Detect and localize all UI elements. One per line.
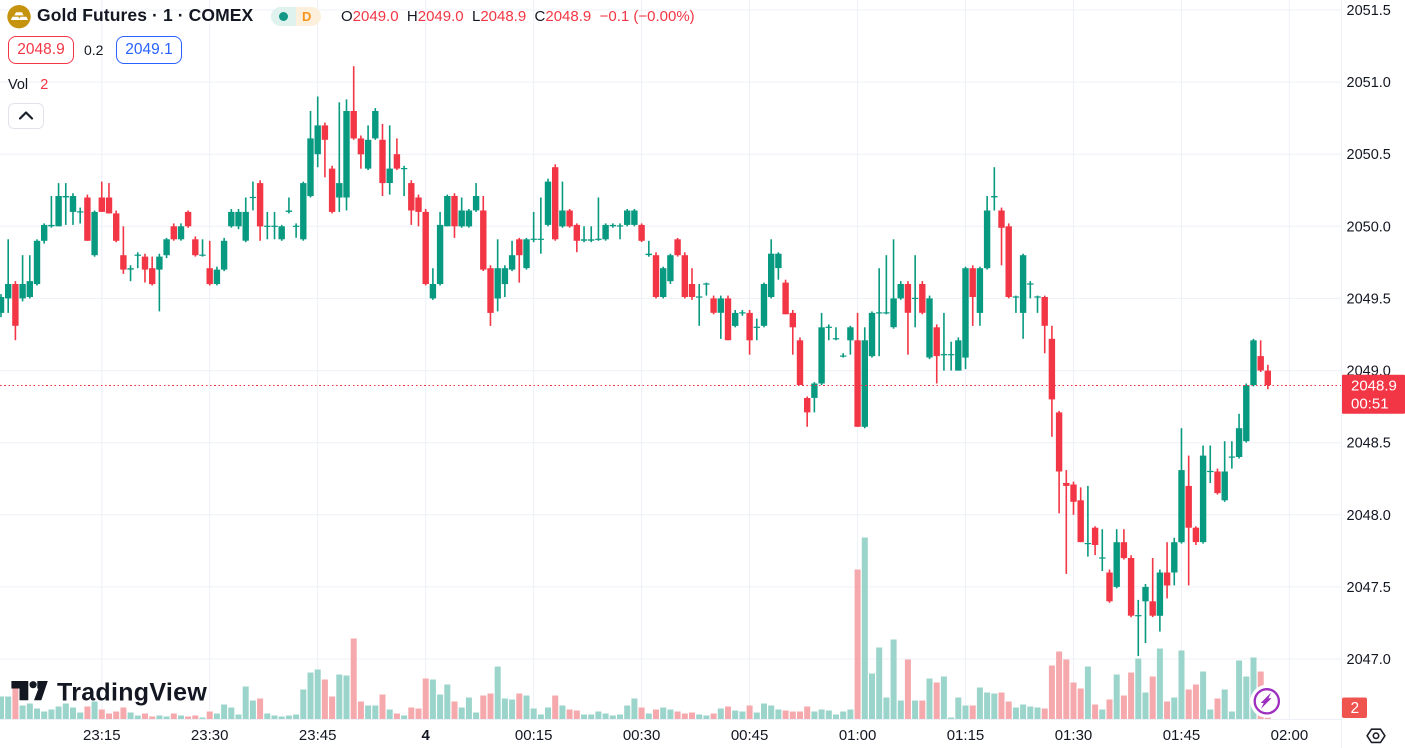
svg-text:2047.5: 2047.5 xyxy=(1347,580,1391,596)
svg-text:2051.0: 2051.0 xyxy=(1347,75,1391,91)
svg-text:01:00: 01:00 xyxy=(839,727,877,744)
svg-text:00:30: 00:30 xyxy=(623,727,661,744)
svg-text:23:15: 23:15 xyxy=(83,727,121,744)
svg-text:2048.9: 2048.9 xyxy=(1351,377,1397,394)
svg-text:23:30: 23:30 xyxy=(191,727,229,744)
svg-text:2047.0: 2047.0 xyxy=(1347,652,1391,668)
svg-text:2051.5: 2051.5 xyxy=(1347,3,1391,19)
svg-text:2049.5: 2049.5 xyxy=(1347,291,1391,307)
svg-text:4: 4 xyxy=(422,727,431,744)
svg-text:01:45: 01:45 xyxy=(1163,727,1201,744)
svg-text:01:15: 01:15 xyxy=(947,727,985,744)
svg-text:00:45: 00:45 xyxy=(731,727,769,744)
svg-text:TradingView: TradingView xyxy=(57,679,207,707)
svg-text:2048.5: 2048.5 xyxy=(1347,436,1391,452)
svg-text:00:15: 00:15 xyxy=(515,727,553,744)
svg-text:2048.0: 2048.0 xyxy=(1347,508,1391,524)
svg-text:00:51: 00:51 xyxy=(1351,396,1389,413)
svg-text:2: 2 xyxy=(1351,700,1360,717)
svg-text:01:30: 01:30 xyxy=(1055,727,1093,744)
svg-text:2050.5: 2050.5 xyxy=(1347,147,1391,163)
svg-text:23:45: 23:45 xyxy=(299,727,337,744)
svg-text:02:00: 02:00 xyxy=(1271,727,1309,744)
svg-text:2050.0: 2050.0 xyxy=(1347,219,1391,235)
